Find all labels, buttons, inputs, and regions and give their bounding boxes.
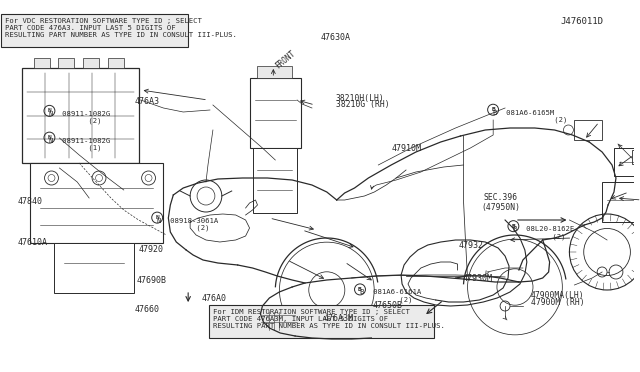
- Bar: [29, 163, 163, 243]
- Bar: [257, 66, 292, 78]
- Bar: [32, 163, 54, 171]
- Text: B  08L20-8162E
         (2): B 08L20-8162E (2): [513, 226, 575, 240]
- Bar: [614, 148, 640, 176]
- Text: 47840: 47840: [18, 197, 43, 206]
- Text: 38210G (RH): 38210G (RH): [336, 100, 390, 109]
- Text: N  08911-1082G
         (1): N 08911-1082G (1): [49, 138, 111, 151]
- Bar: [253, 148, 297, 213]
- Text: SEC.396
(47950N): SEC.396 (47950N): [481, 193, 520, 212]
- Text: 47660: 47660: [134, 305, 159, 314]
- Text: N: N: [47, 108, 51, 113]
- Bar: [54, 243, 134, 293]
- Bar: [95, 163, 117, 171]
- Text: 47630A: 47630A: [321, 33, 351, 42]
- Text: 47930M: 47930M: [463, 274, 493, 283]
- Text: B  081A6-6165M
              (2): B 081A6-6165M (2): [493, 110, 568, 123]
- Bar: [22, 68, 139, 163]
- Text: B: B: [511, 224, 515, 229]
- Bar: [250, 78, 301, 148]
- Text: 47900M (RH): 47900M (RH): [531, 298, 585, 307]
- Text: 476A3M: 476A3M: [323, 314, 353, 323]
- Bar: [209, 305, 434, 338]
- Text: 47610A: 47610A: [18, 238, 48, 247]
- Bar: [574, 120, 602, 140]
- Text: 47900MA(LH): 47900MA(LH): [531, 291, 585, 300]
- Text: 476A3: 476A3: [134, 97, 159, 106]
- Text: 476A0: 476A0: [202, 294, 227, 303]
- Text: N  08911-1082G
         (2): N 08911-1082G (2): [49, 111, 111, 124]
- Text: B: B: [358, 287, 362, 292]
- Text: 47920: 47920: [138, 245, 163, 254]
- Text: 47910M: 47910M: [392, 144, 422, 153]
- Text: 47650B: 47650B: [372, 301, 403, 310]
- Text: N: N: [47, 135, 51, 140]
- Bar: [34, 58, 49, 68]
- Text: B: B: [492, 107, 495, 112]
- Bar: [602, 182, 640, 222]
- Text: For VDC RESTORATION SOFTWARE TYPE ID ; SELECT
PART CODE 476A3. INPUT LAST 5 DIGI: For VDC RESTORATION SOFTWARE TYPE ID ; S…: [5, 18, 237, 38]
- Bar: [632, 150, 640, 164]
- Bar: [63, 163, 85, 171]
- Text: N: N: [156, 215, 159, 220]
- Text: 47932: 47932: [459, 241, 484, 250]
- Text: B  081A6-6161A
         (2): B 081A6-6161A (2): [360, 289, 421, 303]
- Text: 47690B: 47690B: [136, 276, 166, 285]
- Text: 38210H(LH): 38210H(LH): [336, 94, 385, 103]
- Bar: [58, 58, 74, 68]
- Text: For IDM RESTORATION SOFTWARE TYPE ID ; SELECT
PART CODE 476A3M, INPUT LAST 5 DIG: For IDM RESTORATION SOFTWARE TYPE ID ; S…: [213, 309, 445, 329]
- Bar: [108, 58, 124, 68]
- Bar: [1, 14, 188, 47]
- Text: FRONT: FRONT: [274, 49, 298, 71]
- Text: J476011D: J476011D: [561, 17, 604, 26]
- Bar: [83, 58, 99, 68]
- Text: N  08918-3061A
         (2): N 08918-3061A (2): [157, 218, 218, 231]
